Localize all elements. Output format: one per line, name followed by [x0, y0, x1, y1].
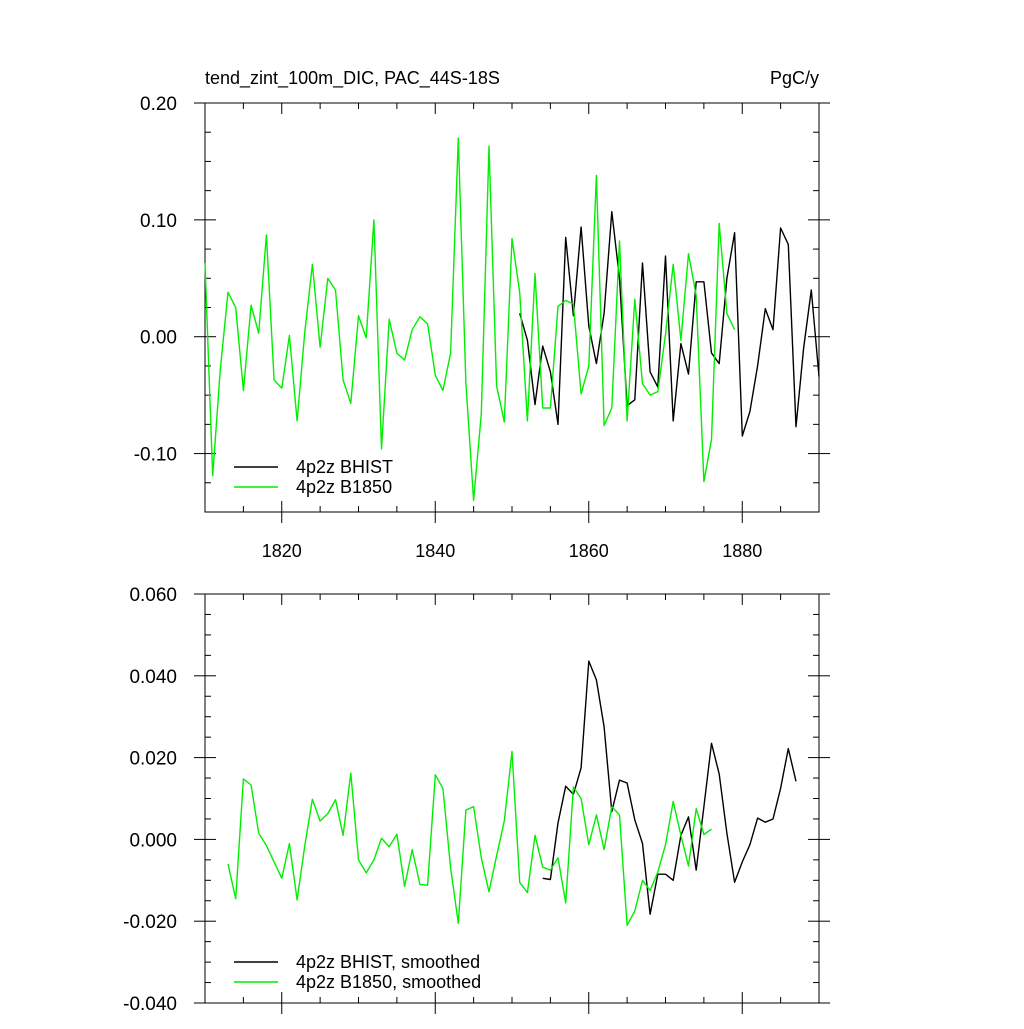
y-tick-label: 0.00 [140, 328, 177, 349]
legend-label: 4p2z BHIST, smoothed [296, 952, 480, 972]
x-tick-label: 1860 [569, 541, 609, 561]
legend-label: 4p2z B1850, smoothed [296, 972, 481, 992]
units-label: PgC/y [770, 68, 819, 88]
y-tick-label: 0.060 [129, 585, 177, 606]
series-line-bhist [519, 211, 820, 437]
x-tick-label: 1880 [722, 541, 762, 561]
legend-label: 4p2z BHIST [296, 457, 393, 477]
y-tick-label: 0.040 [129, 667, 177, 688]
chart-title: tend_zint_100m_DIC, PAC_44S-18S [205, 68, 500, 89]
series-line-b1850 [204, 137, 736, 501]
top-series [204, 137, 820, 501]
top-panel: tend_zint_100m_DIC, PAC_44S-18S PgC/y 18… [134, 68, 830, 561]
series-line-bhist [542, 660, 797, 915]
series-line-b1850 [227, 750, 712, 926]
y-tick-label: 0.000 [129, 830, 177, 851]
top-axes: 1820 1840 1860 1880 -0.10 0.00 0.10 0.20 [134, 94, 830, 561]
x-tick-label: 1820 [262, 541, 302, 561]
y-tick-label: -0.10 [134, 445, 177, 466]
y-tick-label: -0.020 [123, 912, 177, 933]
y-tick-label: 0.20 [140, 94, 177, 115]
x-tick-label: 1840 [415, 541, 455, 561]
bottom-series [227, 660, 797, 926]
y-tick-label: 0.020 [129, 749, 177, 770]
plot-frame [204, 593, 820, 1004]
legend-label: 4p2z B1850 [296, 477, 392, 497]
bottom-axes: -0.040 -0.020 0.000 0.020 0.040 0.060 [123, 585, 830, 1015]
bottom-panel: -0.040 -0.020 0.000 0.020 0.040 0.060 4p2z BH… [123, 585, 830, 1015]
y-tick-label: -0.040 [123, 994, 177, 1015]
y-tick-label: 0.10 [140, 211, 177, 232]
